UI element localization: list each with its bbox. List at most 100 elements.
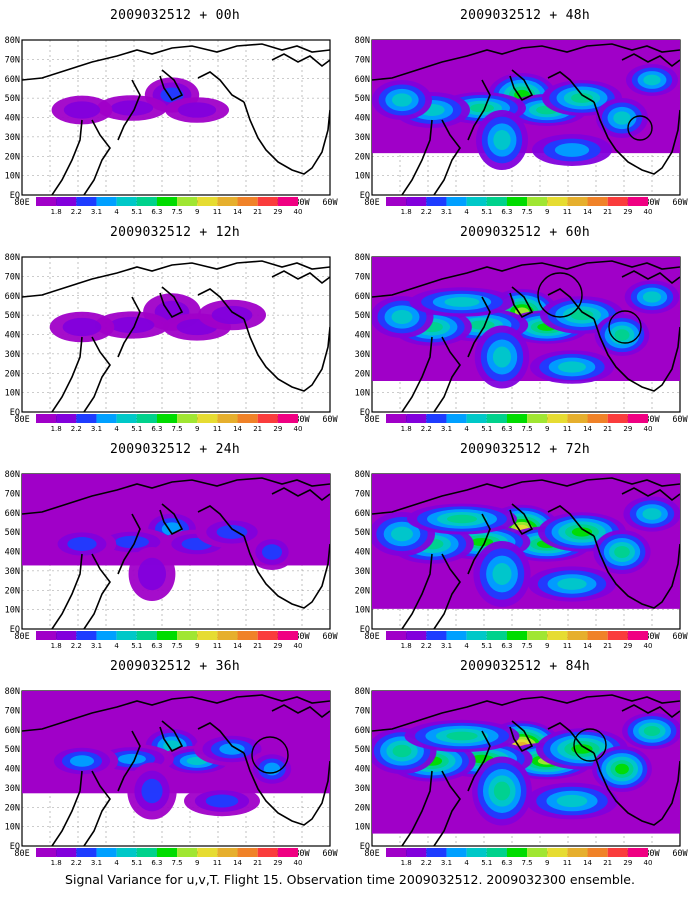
lon-tick-label: 60W — [672, 632, 688, 642]
coastline — [117, 730, 141, 792]
colorbar-label: 9 — [195, 642, 199, 649]
colorbar-label: 14 — [583, 859, 592, 866]
variance-contour — [446, 731, 478, 741]
lat-tick-label: 30N — [355, 567, 370, 577]
colorbar-label: 4 — [464, 425, 469, 432]
lon-tick-label: 80W — [644, 198, 660, 208]
colorbar-label: 6.3 — [501, 859, 512, 866]
colorbar-swatch — [237, 631, 258, 640]
coastline — [401, 336, 433, 412]
lat-tick-label: EQ — [10, 842, 20, 852]
colorbar-swatch — [96, 631, 117, 640]
colorbar-swatch — [386, 848, 407, 857]
colorbar-label: 21 — [603, 425, 612, 432]
colorbar-swatch — [197, 848, 218, 857]
coastline — [159, 69, 184, 102]
colorbar-label: 6.3 — [151, 425, 162, 432]
colorbar-swatch — [466, 197, 487, 206]
colorbar-label: 9 — [195, 208, 199, 215]
colorbar-swatch — [446, 631, 467, 640]
variance-contour — [63, 101, 101, 119]
lat-tick-label: 80N — [5, 253, 20, 263]
colorbar-label: 14 — [583, 208, 592, 215]
colorbar-swatch — [156, 414, 178, 423]
colorbar-swatch — [426, 848, 447, 857]
coastline — [621, 704, 680, 719]
variance-contour — [391, 310, 413, 324]
colorbar-swatch — [506, 197, 528, 206]
colorbar-swatch — [217, 414, 238, 423]
coastline — [467, 296, 491, 358]
lat-tick-label: 70N — [355, 272, 370, 282]
lat-tick-label: 50N — [5, 94, 20, 104]
lat-tick-label: 20N — [355, 152, 370, 162]
lat-tick-label: 20N — [5, 369, 20, 379]
variance-contour — [118, 753, 146, 765]
coastline — [117, 296, 141, 358]
coastline — [467, 513, 491, 575]
coastline — [51, 119, 83, 195]
colorbar-label: 7.5 — [172, 859, 183, 866]
variance-contour — [615, 763, 629, 775]
lat-tick-label: 10N — [355, 172, 370, 182]
colorbar-swatch — [237, 414, 258, 423]
colorbar-swatch — [446, 848, 467, 857]
map-panel: 2009032512 + 60h 80N 70N 60N 50N 40N 30N 20N 10N… — [350, 217, 700, 432]
colorbar-swatch — [466, 848, 487, 857]
colorbar-label: 1.8 — [51, 208, 62, 215]
lon-tick-label: 80E — [364, 632, 379, 642]
colorbar-label: 29 — [623, 425, 632, 432]
colorbar-swatch — [116, 848, 137, 857]
colorbar-swatch — [567, 848, 588, 857]
coastline — [372, 477, 680, 515]
colorbar-label: 3.1 — [441, 642, 452, 649]
colorbar-label: 1.8 — [51, 642, 62, 649]
colorbar-swatch — [197, 197, 218, 206]
variance-contour — [470, 537, 494, 547]
lat-tick-label: 70N — [355, 55, 370, 65]
colorbar-swatch — [96, 414, 117, 423]
map-panel: 2009032512 + 48h 80N 70N 60N 50N 40N 30N 20N 10N… — [350, 0, 700, 215]
coastline — [433, 770, 461, 846]
colorbar-swatch — [627, 414, 648, 423]
lat-tick-label: 40N — [5, 331, 20, 341]
coastline — [22, 43, 330, 81]
lon-tick-label: 60W — [672, 415, 688, 425]
lat-tick-label: 10N — [355, 823, 370, 833]
colorbar-label: 2.2 — [71, 642, 82, 649]
colorbar-label: 7.5 — [522, 208, 533, 215]
lat-tick-label: 50N — [355, 745, 370, 755]
lon-tick-label: 80E — [14, 415, 29, 425]
highlight-circle — [573, 728, 607, 762]
colorbar-swatch — [527, 631, 548, 640]
coastline — [197, 71, 245, 103]
coastline — [372, 43, 680, 81]
lat-tick-label: 60N — [5, 509, 20, 519]
lon-tick-label: 80W — [294, 632, 310, 642]
colorbar-label: 29 — [623, 642, 632, 649]
colorbar-label: 3.1 — [441, 425, 452, 432]
coastline — [51, 553, 83, 629]
variance-contour — [447, 514, 477, 524]
lat-tick-label: EQ — [360, 191, 370, 201]
coastline — [271, 487, 330, 502]
variance-contour — [493, 781, 511, 801]
lat-tick-label: 30N — [355, 133, 370, 143]
colorbar-swatch — [486, 414, 507, 423]
colorbar-label: 2.2 — [71, 859, 82, 866]
panel-title: 2009032512 + 00h — [109, 8, 241, 23]
lat-tick-label: 50N — [355, 528, 370, 538]
lat-tick-label: 20N — [5, 152, 20, 162]
lat-tick-label: 40N — [355, 765, 370, 775]
colorbar-label: 5.1 — [481, 859, 492, 866]
colorbar-swatch — [217, 197, 238, 206]
colorbar-swatch — [156, 848, 178, 857]
colorbar-swatch — [567, 414, 588, 423]
colorbar-label: 9 — [545, 859, 549, 866]
lat-tick-label: 20N — [355, 369, 370, 379]
highlight-circle — [608, 310, 642, 344]
lat-tick-label: EQ — [360, 842, 370, 852]
colorbar-label: 11 — [213, 642, 222, 649]
colorbar-swatch — [466, 631, 487, 640]
coastline — [22, 477, 330, 515]
